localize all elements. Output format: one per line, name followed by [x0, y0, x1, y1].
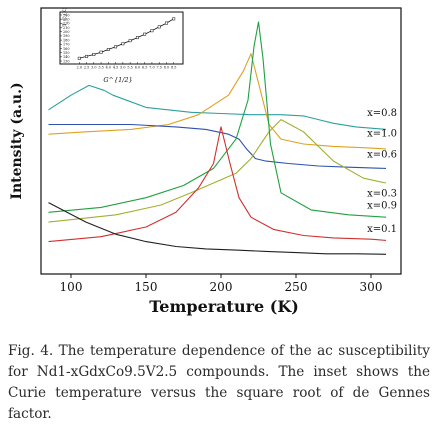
series-label: x=1.0 — [367, 129, 397, 140]
inset-plot-frame — [59, 11, 184, 65]
x-tick-label: 150 — [135, 280, 158, 294]
inset-x-tick-label: 3.0 — [91, 66, 96, 70]
figure-caption: Fig. 4. The temperature dependence of th… — [8, 343, 430, 422]
inset-data-point — [135, 36, 139, 40]
inset-data-point — [150, 29, 154, 33]
inset-data-point — [92, 53, 96, 56]
inset-y-tick-label: 200 — [63, 30, 69, 34]
inset-y-tick-label: 210 — [63, 26, 69, 30]
inset-data-point — [121, 42, 125, 46]
y-axis-label: Intensity (a.u.) — [9, 82, 25, 199]
inset-x-tick-label: 6.5 — [142, 66, 147, 70]
inset-x-tick-label: 2.5 — [84, 66, 89, 70]
series-label: x=0.8 — [367, 108, 397, 119]
x-tick-label: 300 — [360, 280, 383, 294]
ac-susceptibility-figure: 100 150 200 250 300 x=0.8x=1.0x=0.6x=0.3x=0.… — [9, 7, 402, 316]
series-line-6 — [48, 202, 387, 255]
x-axis-ticks: 100 150 200 250 300 — [60, 274, 383, 294]
inset-y-tick-label: 240 — [63, 13, 69, 17]
inset-y-tick-label: 230 — [63, 17, 69, 21]
series-label: x=0.6 — [367, 149, 397, 160]
inset-data-point — [106, 48, 110, 51]
inset-x-tick-label: 5.5 — [127, 66, 132, 70]
inset-data-point — [114, 45, 118, 49]
inset-x-tick-label: 8.5 — [171, 66, 176, 70]
inset-x-tick-label: 4.0 — [106, 66, 111, 70]
series-line-1 — [48, 53, 387, 150]
inset-series-layer — [77, 17, 176, 60]
inset-x-axis-label: G^{1/2} — [103, 76, 132, 84]
series-label: x=0.9 — [367, 201, 397, 212]
inset-x-tick-label: 7.0 — [149, 66, 154, 70]
x-tick-label: 250 — [285, 280, 308, 294]
inset-y-tick-label: 170 — [63, 43, 69, 47]
series-labels: x=0.8 x=1.0 x=0.6 x=0.3 x=0.9 x=0.1 — [367, 108, 397, 235]
inset-y-tick-label: 140 — [63, 55, 69, 59]
series-line-0 — [48, 84, 387, 130]
series-layer — [48, 21, 387, 255]
x-tick-label: 100 — [60, 280, 83, 294]
series-label: x=0.1 — [367, 224, 397, 235]
inset-data-point — [128, 39, 132, 43]
inset-x-tick-label: 7.5 — [156, 66, 161, 70]
inset-data-point — [172, 17, 176, 21]
inset-y-tick-label: 220 — [63, 22, 69, 26]
inset-x-tick-label: 2.0 — [77, 66, 82, 70]
inset-x-tick-label: 8.0 — [164, 66, 169, 70]
inset-data-point — [77, 56, 81, 60]
inset-y-tick-label: 180 — [63, 38, 69, 42]
inset-x-tick-label: 4.5 — [113, 66, 118, 70]
inset-x-tick-label: 6.0 — [135, 66, 140, 70]
inset-data-point — [85, 54, 88, 58]
inset-x-tick-label: 5.0 — [120, 66, 125, 70]
series-line-4 — [48, 21, 387, 218]
inset-data-point — [143, 32, 147, 36]
inset-y-tick-label: 150 — [63, 51, 69, 55]
series-line-2 — [48, 123, 387, 169]
inset-y-tick-label: 130 — [63, 59, 69, 63]
x-axis-label: Temperature (K) — [149, 297, 299, 316]
inset-y-tick-label: 160 — [63, 47, 69, 51]
inset-y-axis-label: T_C (K) — [61, 8, 68, 27]
x-tick-label: 200 — [210, 280, 233, 294]
inset-x-tick-label: 3.5 — [98, 66, 103, 70]
series-line-5 — [48, 126, 387, 243]
inset-data-point — [165, 21, 168, 25]
inset-y-tick-label: 190 — [63, 34, 69, 38]
inset-data-point — [157, 25, 161, 29]
inset-data-point — [99, 50, 103, 54]
series-line-3 — [48, 119, 387, 223]
series-label: x=0.3 — [367, 188, 397, 199]
